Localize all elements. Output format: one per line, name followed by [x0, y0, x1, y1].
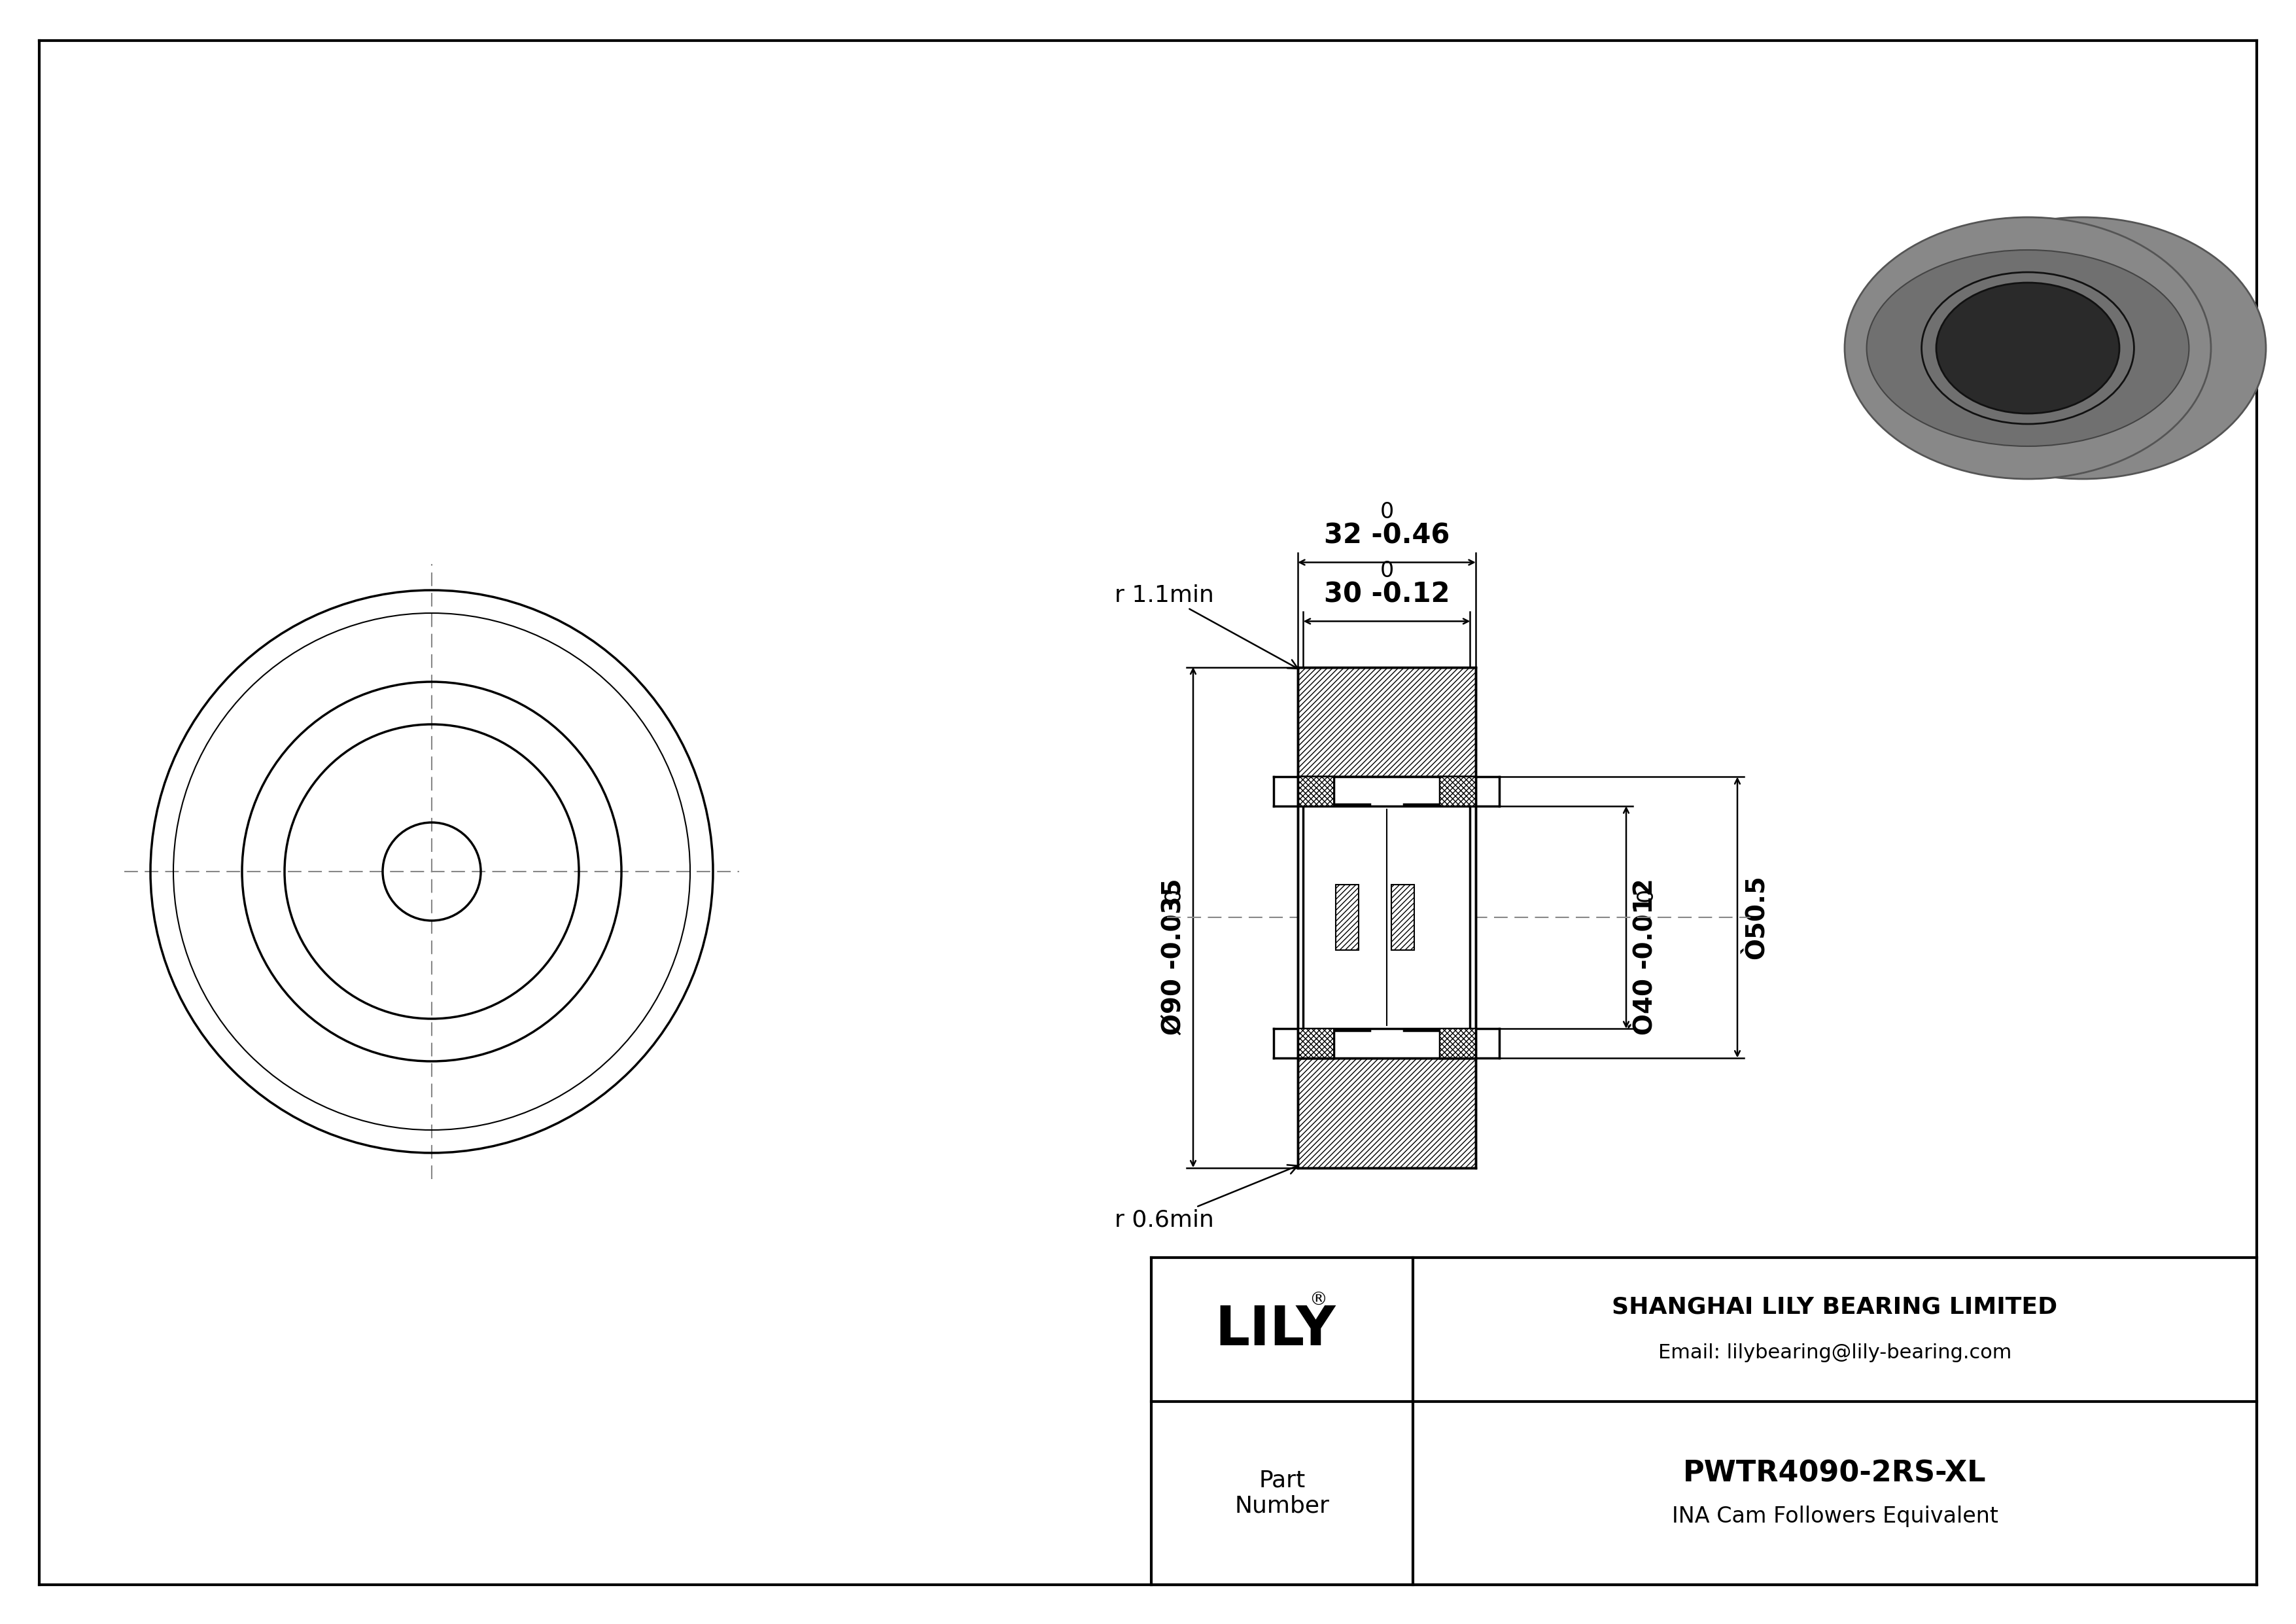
Bar [1297, 1028, 1334, 1057]
Bar [1391, 885, 1414, 950]
Bar [1297, 1057, 1476, 1168]
Text: 30 -0.12: 30 -0.12 [1325, 581, 1449, 607]
Bar [1297, 1057, 1476, 1168]
Bar [1297, 776, 1476, 1057]
Text: 0: 0 [1380, 502, 1394, 523]
Bar [1297, 776, 1334, 807]
Ellipse shape [1899, 218, 2266, 479]
Text: Part
Number: Part Number [1235, 1470, 1329, 1517]
Bar [1304, 1028, 1469, 1057]
Text: INA Cam Followers Equivalent: INA Cam Followers Equivalent [1671, 1505, 1998, 1527]
Text: 0: 0 [1380, 560, 1394, 581]
Text: r 0.6min: r 0.6min [1114, 1164, 1297, 1231]
Ellipse shape [1844, 218, 2211, 479]
Bar [1440, 1028, 1476, 1057]
Text: 0: 0 [1635, 887, 1658, 901]
Text: 32 -0.46: 32 -0.46 [1325, 521, 1449, 549]
Text: Ò40 -0.012: Ò40 -0.012 [1632, 879, 1658, 1034]
Text: LILY: LILY [1215, 1302, 1336, 1356]
Bar [1297, 667, 1476, 776]
Bar [1297, 1028, 1334, 1057]
Text: Email: lilybearing@lily-bearing.com: Email: lilybearing@lily-bearing.com [1658, 1343, 2011, 1363]
Text: Ò50.5: Ò50.5 [1745, 875, 1770, 960]
Text: PWTR4090-2RS-XL: PWTR4090-2RS-XL [1683, 1460, 1986, 1488]
Text: Ø90 -0.035: Ø90 -0.035 [1162, 879, 1187, 1034]
Bar [1440, 776, 1476, 807]
Polygon shape [2027, 224, 2082, 473]
Bar [1336, 885, 1359, 950]
Bar [1304, 1028, 1469, 1057]
Text: 0: 0 [1162, 887, 1185, 901]
Bar [1297, 776, 1334, 807]
Bar [1304, 776, 1469, 806]
Text: ®: ® [1309, 1291, 1327, 1309]
Bar [1391, 885, 1414, 950]
Bar [1297, 667, 1476, 776]
Ellipse shape [1936, 283, 2119, 414]
Bar [1440, 776, 1476, 807]
Text: SHANGHAI LILY BEARING LIMITED: SHANGHAI LILY BEARING LIMITED [1612, 1296, 2057, 1317]
Ellipse shape [1867, 250, 2188, 447]
Text: r 1.1min: r 1.1min [1114, 585, 1297, 669]
Bar [1304, 776, 1469, 806]
Bar [1440, 1028, 1476, 1057]
Bar [1336, 885, 1359, 950]
